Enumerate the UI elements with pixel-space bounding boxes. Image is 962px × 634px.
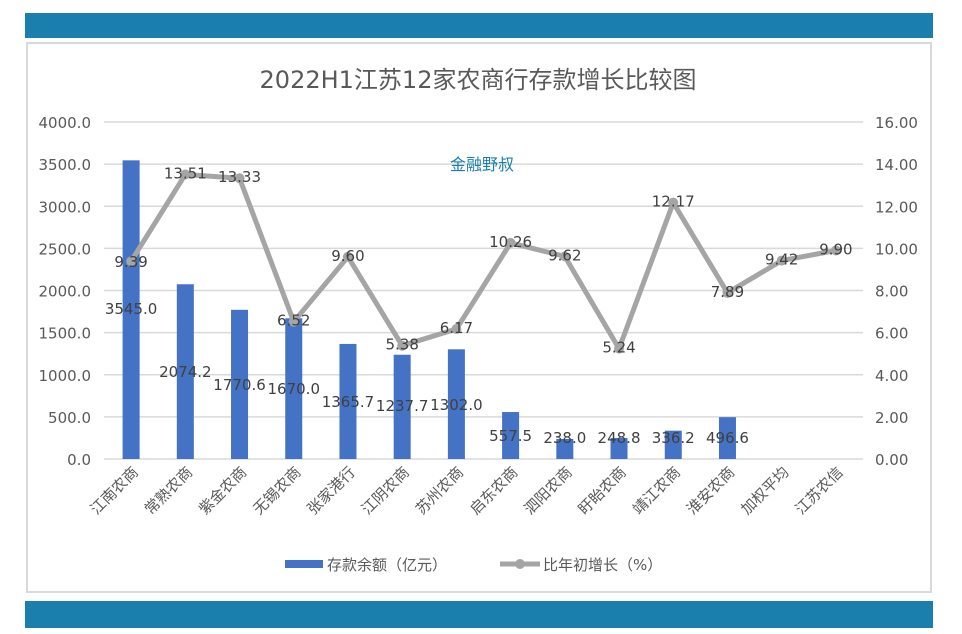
- legend-line-label: 比年初增长（%）: [543, 556, 662, 574]
- legend-bar-swatch: [285, 560, 323, 568]
- line-data-label: 5.24: [602, 339, 635, 357]
- y-left-tick-label: 1500.0: [39, 325, 92, 343]
- bar-data-label: 1365.7: [322, 393, 375, 411]
- y-right-tick-label: 10.00: [875, 240, 918, 258]
- y-right-tick-label: 12.00: [875, 198, 918, 216]
- line-point: [234, 173, 245, 184]
- bar: [176, 284, 194, 459]
- bar: [447, 349, 465, 459]
- line-point: [722, 287, 733, 298]
- bar: [285, 318, 303, 459]
- line-point: [288, 316, 299, 327]
- bar: [231, 309, 249, 459]
- line-data-label: 9.60: [331, 247, 364, 265]
- line-point: [180, 169, 191, 180]
- line-data-label: 9.62: [548, 246, 581, 264]
- growth-line: [128, 171, 837, 352]
- bar-data-label: 238.0: [543, 429, 586, 447]
- legend-bar-label: 存款余额（亿元）: [327, 556, 447, 574]
- bar: [502, 412, 520, 459]
- y-right-tick-label: 2.00: [875, 409, 908, 427]
- line-point: [397, 340, 408, 351]
- y-left-tick-label: 500.0: [48, 409, 91, 427]
- line-data-label: 13.51: [164, 164, 207, 182]
- top-banner: [25, 13, 933, 38]
- bar: [610, 438, 628, 459]
- bottom-banner: [25, 601, 933, 628]
- y-right-tick-label: 0.00: [875, 451, 908, 469]
- line-point: [830, 245, 841, 256]
- bar: [122, 160, 140, 460]
- line-data-label: 9.90: [819, 240, 852, 258]
- bar-data-label: 248.8: [598, 429, 641, 447]
- chart-title: 2022H1江苏12家农商行存款增长比较图: [260, 66, 697, 94]
- line-data-label: 6.52: [277, 312, 310, 330]
- y-right-tick-label: 14.00: [875, 156, 918, 174]
- bar-data-label: 557.5: [489, 427, 532, 445]
- line-data-label: 9.42: [765, 251, 798, 269]
- y-left-tick-label: 1000.0: [39, 367, 92, 385]
- y-right-tick-label: 4.00: [875, 367, 908, 385]
- y-left-tick-label: 0.0: [67, 451, 91, 469]
- y-right-tick-label: 6.00: [875, 325, 908, 343]
- line-data-label: 6.17: [440, 319, 473, 337]
- legend-line-marker: [515, 559, 525, 569]
- line-point: [451, 324, 462, 335]
- bar-data-label: 336.2: [652, 429, 695, 447]
- bar: [556, 438, 574, 459]
- line-data-label: 7.89: [711, 283, 744, 301]
- line-data-label: 12.17: [652, 193, 695, 211]
- bar-data-label: 2074.2: [159, 363, 212, 381]
- y-left-tick-label: 2000.0: [39, 283, 92, 301]
- bar: [393, 354, 411, 459]
- bar: [339, 343, 357, 459]
- watermark: 金融野叔: [450, 155, 514, 174]
- y-left-tick-label: 4000.0: [39, 114, 92, 132]
- bar-data-label: 1237.7: [376, 397, 429, 415]
- line-point: [614, 343, 625, 354]
- y-right-tick-label: 8.00: [875, 283, 908, 301]
- bar: [664, 430, 682, 459]
- bar-data-label: 1670.0: [268, 380, 321, 398]
- bar-data-label: 3545.0: [105, 300, 158, 318]
- line-point: [126, 256, 137, 267]
- line-data-label: 9.39: [114, 253, 147, 271]
- line-data-label: 10.26: [489, 233, 532, 251]
- line-data-label: 13.33: [218, 168, 261, 186]
- y-right-tick-label: 16.00: [875, 114, 918, 132]
- line-point: [668, 197, 679, 208]
- y-left-tick-label: 2500.0: [39, 240, 92, 258]
- bar-data-label: 1770.6: [213, 376, 266, 394]
- bar-data-label: 1302.0: [430, 396, 483, 414]
- line-point: [559, 251, 570, 262]
- line-data-label: 5.38: [385, 336, 418, 354]
- line-point: [505, 237, 516, 248]
- legend: 存款余额（亿元） 比年初增长（%）: [285, 556, 662, 574]
- line-point: [342, 251, 353, 262]
- bar-data-label: 496.6: [706, 429, 749, 447]
- line-point: [776, 255, 787, 266]
- y-left-tick-label: 3000.0: [39, 198, 92, 216]
- bar: [718, 417, 736, 459]
- y-left-tick-label: 3500.0: [39, 156, 92, 174]
